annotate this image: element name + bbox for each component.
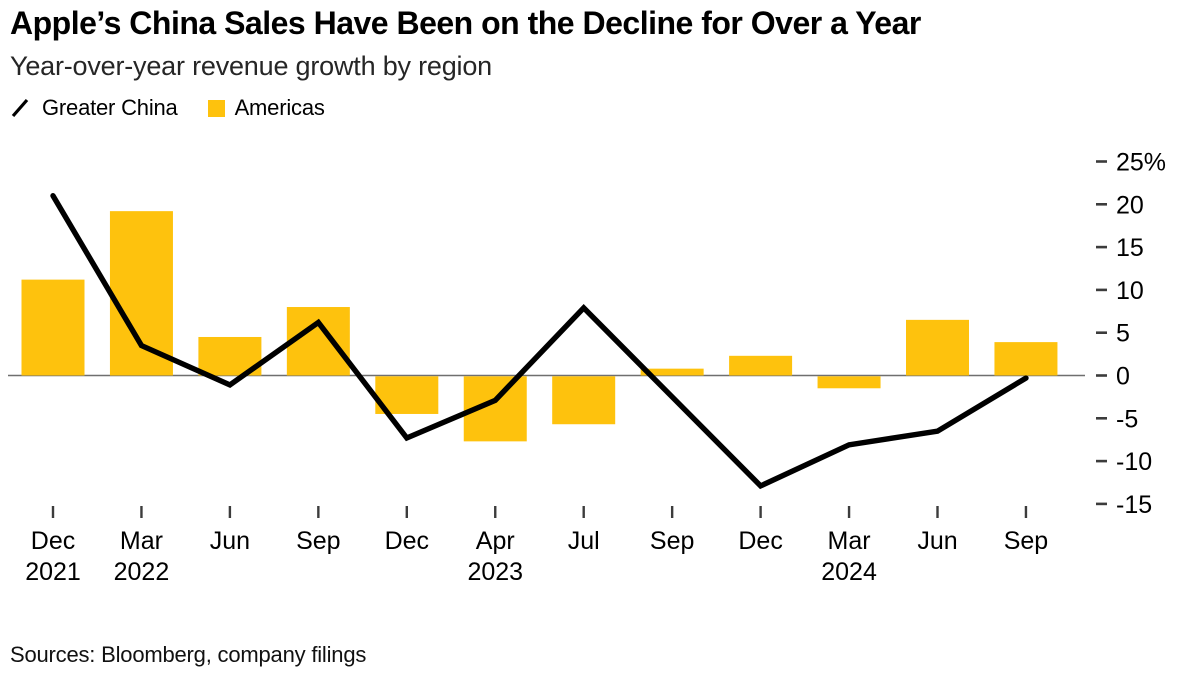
greater-china-line	[50, 193, 1029, 490]
y-tick-label--5: -5	[1116, 405, 1138, 433]
americas-bar-Jul-6	[552, 376, 616, 425]
x-label-month-1: Mar	[120, 527, 163, 555]
x-label-year-5: 2023	[467, 558, 523, 586]
chart-title: Apple’s China Sales Have Been on the Dec…	[10, 5, 921, 41]
americas-bar-Mar-2022	[109, 211, 173, 376]
chart-header: Apple’s China Sales Have Been on the Dec…	[10, 4, 921, 121]
y-tick-label-5: 5	[1116, 320, 1130, 348]
legend-item-greater-china: Greater China	[10, 95, 178, 121]
americas-bar-Jun-10	[906, 319, 969, 376]
legend-label-americas: Americas	[234, 95, 325, 121]
americas-bar-Sep-7	[640, 368, 704, 376]
x-label-month-7: Sep	[650, 527, 694, 555]
y-tick-label-15: 15	[1116, 234, 1144, 262]
legend-label-greater-china: Greater China	[42, 95, 178, 121]
x-label-month-10: Jun	[917, 527, 957, 555]
x-label-year-1: 2022	[114, 558, 170, 586]
americas-bar-Sep-3	[286, 307, 350, 376]
chart-subtitle: Year-over-year revenue growth by region	[10, 51, 492, 82]
source-note: Sources: Bloomberg, company filings	[10, 642, 367, 667]
y-tick-label-25: 25%	[1116, 149, 1166, 177]
x-label-month-0: Dec	[31, 527, 75, 555]
x-label-month-5: Apr	[476, 527, 515, 555]
diagonal-line-icon	[11, 99, 29, 118]
y-tick-label-20: 20	[1116, 191, 1144, 219]
x-label-month-11: Sep	[1004, 527, 1048, 555]
americas-bar-Dec-2021	[21, 279, 85, 376]
legend-item-americas: Americas	[207, 95, 325, 121]
y-tick-label--15: -15	[1116, 491, 1152, 519]
y-tick-label-0: 0	[1116, 363, 1130, 391]
americas-bar-Mar-2024	[817, 376, 881, 389]
americas-bar-Sep-11	[994, 342, 1058, 376]
x-label-month-6: Jul	[568, 527, 600, 555]
x-label-month-4: Dec	[385, 527, 429, 555]
y-tick-label-10: 10	[1116, 277, 1144, 305]
x-label-year-0: 2021	[25, 558, 81, 586]
chart-legend: Greater China Americas	[10, 95, 921, 121]
americas-swatch-icon	[207, 99, 225, 117]
x-label-month-2: Jun	[210, 527, 250, 555]
y-tick-label--10: -10	[1116, 448, 1152, 476]
americas-bar-Dec-8	[729, 355, 793, 376]
x-label-month-9: Mar	[828, 527, 871, 555]
x-label-month-3: Sep	[296, 527, 340, 555]
x-label-month-8: Dec	[738, 527, 782, 555]
x-label-year-9: 2024	[821, 558, 877, 586]
